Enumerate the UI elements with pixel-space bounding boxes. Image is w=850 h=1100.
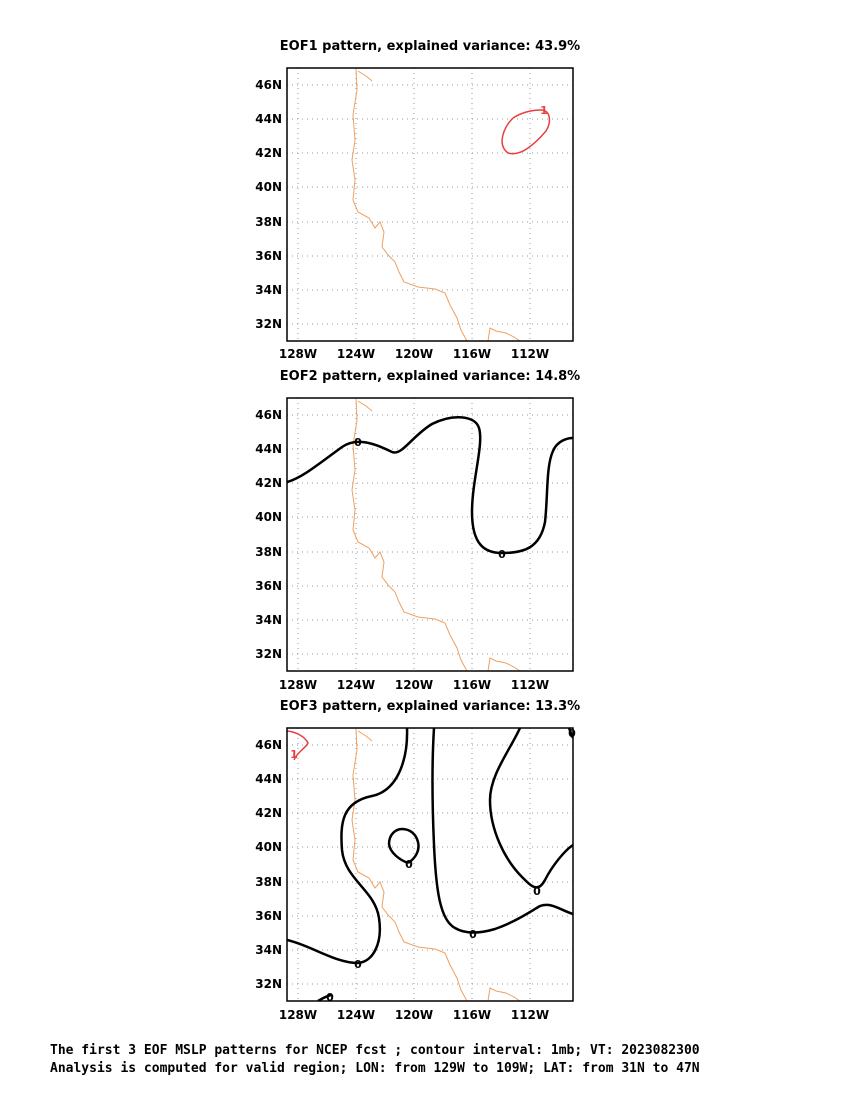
coastline xyxy=(357,400,373,412)
plot-frame xyxy=(286,727,574,1002)
coastline xyxy=(357,730,373,742)
contour-label: 1 xyxy=(540,104,548,117)
contour-positive xyxy=(287,730,309,761)
tick-label: 46N xyxy=(255,738,282,752)
coastline xyxy=(351,68,468,341)
tick-label: 112W xyxy=(511,1008,549,1022)
plot-frame xyxy=(286,67,574,342)
tick-label: 44N xyxy=(255,772,282,786)
lat-tick-labels: 46N 44N 42N 40N 38N 36N 34N 32N xyxy=(255,738,282,991)
figure-caption: The first 3 EOF MSLP patterns for NCEP f… xyxy=(50,1042,700,1078)
contour-label: 0 xyxy=(469,928,477,941)
contour-label: 0 xyxy=(354,958,362,971)
contour-label: 0 xyxy=(533,885,541,898)
contour-zero xyxy=(488,728,573,889)
tick-label: 124W xyxy=(337,347,375,361)
panel-eof2: EOF2 pattern, explained variance: 14.8% … xyxy=(255,369,580,692)
tick-label: 34N xyxy=(255,283,282,297)
tick-label: 34N xyxy=(255,943,282,957)
tick-label: 42N xyxy=(255,146,282,160)
tick-label: 120W xyxy=(395,678,433,692)
lat-tick-labels: 46N 44N 42N 40N 38N 36N 34N 32N xyxy=(255,78,282,331)
panel-title: EOF3 pattern, explained variance: 13.3% xyxy=(280,699,580,714)
contour-label: 0 xyxy=(354,436,362,449)
panel-title: EOF2 pattern, explained variance: 14.8% xyxy=(280,369,580,384)
caption-line: The first 3 EOF MSLP patterns for NCEP f… xyxy=(50,1043,700,1058)
contour-label: 0 xyxy=(498,548,506,561)
panel-title: EOF1 pattern, explained variance: 43.9% xyxy=(280,39,580,54)
lat-tick-labels: 46N 44N 42N 40N 38N 36N 34N 32N xyxy=(255,408,282,661)
tick-label: 42N xyxy=(255,476,282,490)
lon-tick-labels: 128W 124W 120W 116W 112W xyxy=(279,347,549,361)
coastline xyxy=(487,327,521,341)
tick-label: 116W xyxy=(453,347,491,361)
coastline xyxy=(351,398,468,671)
grid-lines xyxy=(287,398,573,671)
grid-lines xyxy=(287,728,573,1001)
panel-eof3: EOF3 pattern, explained variance: 13.3% … xyxy=(255,699,580,1022)
lon-tick-labels: 128W 124W 120W 116W 112W xyxy=(279,678,549,692)
tick-label: 38N xyxy=(255,545,282,559)
tick-label: 120W xyxy=(395,1008,433,1022)
tick-label: 124W xyxy=(337,678,375,692)
plot-frame xyxy=(286,397,574,672)
contour-zero xyxy=(431,728,573,934)
tick-label: 116W xyxy=(453,1008,491,1022)
tick-label: 112W xyxy=(511,678,549,692)
tick-label: 128W xyxy=(279,678,317,692)
contour-label: 0 xyxy=(326,991,334,1004)
coastline xyxy=(487,987,521,1001)
tick-label: 32N xyxy=(255,647,282,661)
coastline xyxy=(351,728,468,1001)
contour-label: 0 xyxy=(568,727,576,740)
tick-label: 46N xyxy=(255,408,282,422)
tick-label: 34N xyxy=(255,613,282,627)
tick-label: 120W xyxy=(395,347,433,361)
contour-zero xyxy=(387,827,420,865)
contour-label: 0 xyxy=(405,858,413,871)
tick-label: 112W xyxy=(511,347,549,361)
tick-label: 38N xyxy=(255,875,282,889)
grid-lines xyxy=(287,68,573,341)
tick-label: 116W xyxy=(453,678,491,692)
tick-label: 46N xyxy=(255,78,282,92)
tick-label: 40N xyxy=(255,510,282,524)
lon-tick-labels: 128W 124W 120W 116W 112W xyxy=(279,1008,549,1022)
contour-positive xyxy=(501,109,551,155)
tick-label: 36N xyxy=(255,249,282,263)
tick-label: 32N xyxy=(255,317,282,331)
tick-label: 36N xyxy=(255,909,282,923)
tick-label: 124W xyxy=(337,1008,375,1022)
tick-label: 128W xyxy=(279,1008,317,1022)
eof-maps-figure: EOF1 pattern, explained variance: 43.9% … xyxy=(255,39,580,1022)
contour-zero xyxy=(287,416,573,555)
tick-label: 40N xyxy=(255,180,282,194)
tick-label: 128W xyxy=(279,347,317,361)
coastline xyxy=(487,657,521,671)
tick-label: 40N xyxy=(255,840,282,854)
caption-line: Analysis is computed for valid region; L… xyxy=(50,1061,700,1076)
tick-label: 32N xyxy=(255,977,282,991)
panel-eof1: EOF1 pattern, explained variance: 43.9% … xyxy=(255,39,580,361)
tick-label: 42N xyxy=(255,806,282,820)
tick-label: 36N xyxy=(255,579,282,593)
contour-label: 1 xyxy=(290,748,298,761)
tick-label: 44N xyxy=(255,112,282,126)
coastline xyxy=(357,70,373,82)
tick-label: 44N xyxy=(255,442,282,456)
tick-label: 38N xyxy=(255,215,282,229)
contour-zero xyxy=(287,728,409,965)
